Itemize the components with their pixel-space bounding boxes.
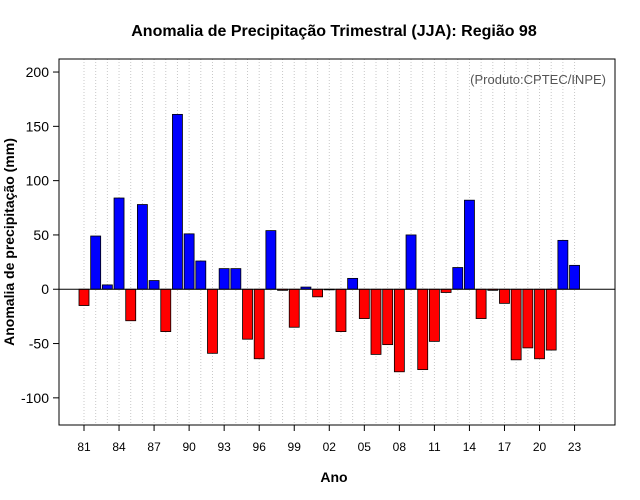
bar-1982 xyxy=(90,235,102,290)
x-tick-label: 20 xyxy=(533,440,547,454)
bar-1995 xyxy=(242,288,253,340)
bars xyxy=(78,113,580,373)
bar-2021 xyxy=(545,288,557,351)
bar-1996 xyxy=(253,288,265,360)
axes: -100 -50 0 50 100 150 200 81 84 87 90 93 96 99 02 05 08 1… xyxy=(21,64,615,454)
y-axis-label: Anomalia de precipitação (mm) xyxy=(1,138,17,346)
bar-2015 xyxy=(475,288,487,319)
bar-1994 xyxy=(230,268,242,290)
bar-2006 xyxy=(370,288,382,355)
bar-1993 xyxy=(218,268,230,290)
x-tick-label: 81 xyxy=(77,440,91,454)
bar-2001 xyxy=(312,288,324,298)
bar-1990 xyxy=(183,233,195,290)
y-tick-label: 150 xyxy=(26,118,50,134)
bar-2013 xyxy=(452,267,464,290)
bar-1997 xyxy=(265,230,277,290)
bar-2023 xyxy=(569,264,580,290)
x-tick-label: 84 xyxy=(112,440,126,454)
bar-1987 xyxy=(148,280,160,290)
y-tick-label: -100 xyxy=(21,390,49,406)
bar-1986 xyxy=(136,204,148,290)
x-tick-label: 93 xyxy=(217,440,231,454)
bar-2008 xyxy=(393,288,405,373)
bar-1984 xyxy=(113,197,125,290)
y-tick-label: 50 xyxy=(33,227,49,243)
y-tick-label: 0 xyxy=(41,281,49,297)
bar-2018 xyxy=(510,288,522,361)
x-tick-label: 23 xyxy=(568,440,582,454)
bar-2003 xyxy=(335,288,347,332)
bar-1981 xyxy=(78,288,90,306)
bar-2010 xyxy=(417,288,429,371)
y-tick-label: 200 xyxy=(26,64,50,80)
bar-1992 xyxy=(207,288,218,354)
bar-1985 xyxy=(125,288,137,322)
bar-1988 xyxy=(160,288,172,332)
bar-2009 xyxy=(405,234,417,290)
x-tick-label: 99 xyxy=(288,440,302,454)
bar-1991 xyxy=(195,260,207,290)
bar-2017 xyxy=(499,288,510,304)
grid-lines xyxy=(83,59,576,425)
bar-1999 xyxy=(288,288,300,328)
x-tick-label: 14 xyxy=(463,440,477,454)
source-annotation: (Produto:CPTEC/INPE) xyxy=(470,72,606,87)
x-tick-label: 02 xyxy=(323,440,337,454)
y-tick-label: -50 xyxy=(29,336,49,352)
x-tick-label: 05 xyxy=(358,440,372,454)
bar-1989 xyxy=(172,113,183,290)
y-tick-label: 100 xyxy=(26,173,50,189)
bar-2020 xyxy=(534,288,545,360)
bar-2019 xyxy=(522,288,534,349)
x-axis-label: Ano xyxy=(320,469,347,485)
bar-2022 xyxy=(557,239,569,290)
chart-title: Anomalia de Precipitação Trimestral (JJA… xyxy=(131,23,537,40)
x-tick-label: 11 xyxy=(428,440,441,454)
bar-2014 xyxy=(464,199,475,290)
x-tick-label: 08 xyxy=(393,440,407,454)
bar-2011 xyxy=(428,288,440,342)
plot-frame xyxy=(58,58,616,426)
bar-2005 xyxy=(358,288,370,319)
x-tick-label: 17 xyxy=(498,440,512,454)
bar-1983 xyxy=(101,284,113,290)
x-tick-label: 87 xyxy=(147,440,161,454)
x-tick-label: 96 xyxy=(253,440,267,454)
bar-2004 xyxy=(347,277,359,290)
bar-2007 xyxy=(382,288,394,346)
x-tick-label: 90 xyxy=(182,440,196,454)
